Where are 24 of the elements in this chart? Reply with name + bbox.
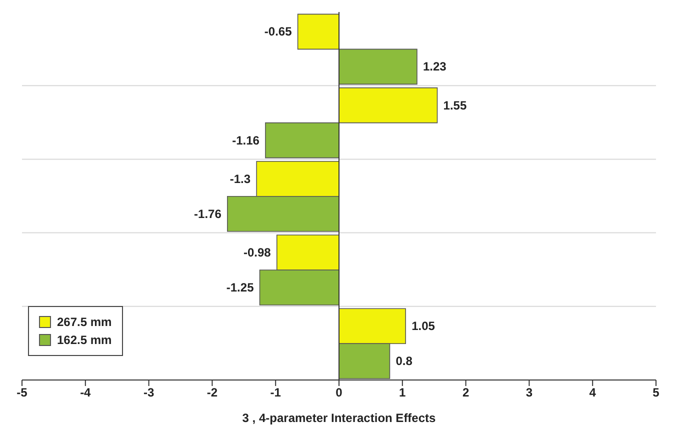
x-tick-label: 2 bbox=[462, 386, 470, 400]
x-tick-label: -5 bbox=[16, 386, 28, 400]
x-tick-label: 4 bbox=[589, 386, 596, 400]
data-label: -0.98 bbox=[244, 246, 272, 260]
x-tick-label: 1 bbox=[399, 386, 406, 400]
data-label: 1.55 bbox=[443, 98, 467, 112]
legend-label: 162.5 mm bbox=[57, 333, 112, 347]
legend-label: 267.5 mm bbox=[57, 315, 112, 329]
x-tick-label: 5 bbox=[652, 386, 660, 400]
x-tick-label: -4 bbox=[80, 386, 92, 400]
data-label: -1.16 bbox=[232, 133, 260, 148]
x-tick-label: 0 bbox=[336, 386, 343, 400]
data-label: -0.65 bbox=[264, 24, 292, 39]
x-tick-label: -1 bbox=[270, 386, 282, 400]
data-label: 0.8 bbox=[396, 354, 413, 368]
x-tick-label: -3 bbox=[143, 386, 154, 400]
data-label: -1.3 bbox=[230, 172, 251, 186]
x-tick-label: 3 bbox=[526, 386, 533, 400]
data-label: -1.76 bbox=[194, 206, 222, 221]
data-label: 1.23 bbox=[422, 60, 447, 74]
data-label: -1.25 bbox=[226, 280, 254, 295]
x-axis-title: 3 , 4-parameter Interaction Effects bbox=[242, 411, 436, 425]
x-tick-label: -2 bbox=[206, 386, 218, 400]
data-label: 1.05 bbox=[412, 319, 436, 334]
